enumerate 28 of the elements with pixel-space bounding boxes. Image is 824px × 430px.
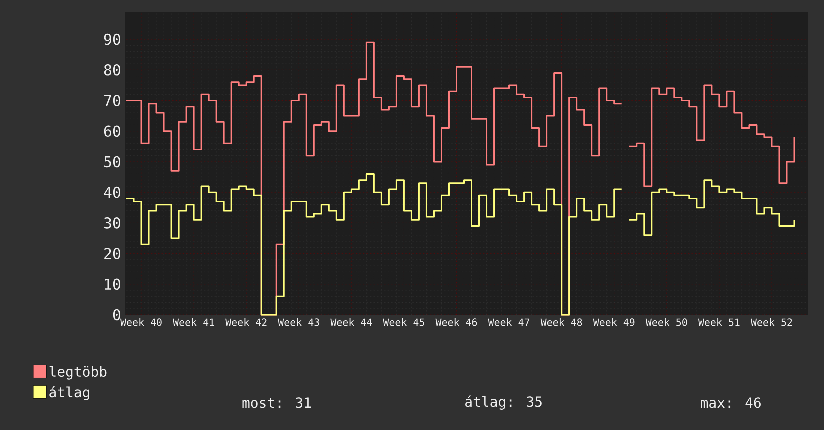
y-tick-label: 50 — [104, 156, 120, 168]
y-tick-label: 60 — [104, 126, 120, 138]
legend-label: legtöbb — [50, 366, 107, 380]
x-tick-label: Week 52 — [750, 318, 792, 326]
x-tick-label: Week 50 — [646, 318, 688, 326]
x-tick-label: Week 46 — [436, 318, 478, 326]
x-tick-label: Week 42 — [226, 318, 267, 326]
x-tick-label: Week 48 — [540, 318, 582, 326]
x-tick-label: Week 43 — [278, 318, 320, 326]
x-tick-label: Week 45 — [383, 318, 424, 326]
y-tick-label: 80 — [104, 64, 120, 76]
text: most: 31 — [242, 398, 312, 408]
y-tick-label: 90 — [104, 34, 120, 46]
x-tick-label: Week 44 — [330, 318, 372, 326]
y-tick-label: 20 — [104, 248, 120, 260]
x-tick-label: Week 47 — [488, 318, 530, 326]
text: átlag: 35 — [466, 396, 542, 410]
y-tick-label: 10 — [105, 278, 120, 290]
y-tick-label: 40 — [104, 186, 120, 198]
x-tick-label: Week 51 — [698, 318, 740, 326]
y-tick-label: 0 — [113, 309, 120, 321]
x-tick-label: Week 41 — [173, 318, 214, 326]
x-tick-label: Week 49 — [593, 318, 635, 326]
y-tick-label: 30 — [104, 218, 120, 229]
x-tick-label: Week 40 — [120, 318, 162, 326]
text: max: 46 — [701, 398, 761, 408]
legend-label: átlag — [50, 386, 90, 400]
y-tick-label: 70 — [104, 95, 120, 106]
